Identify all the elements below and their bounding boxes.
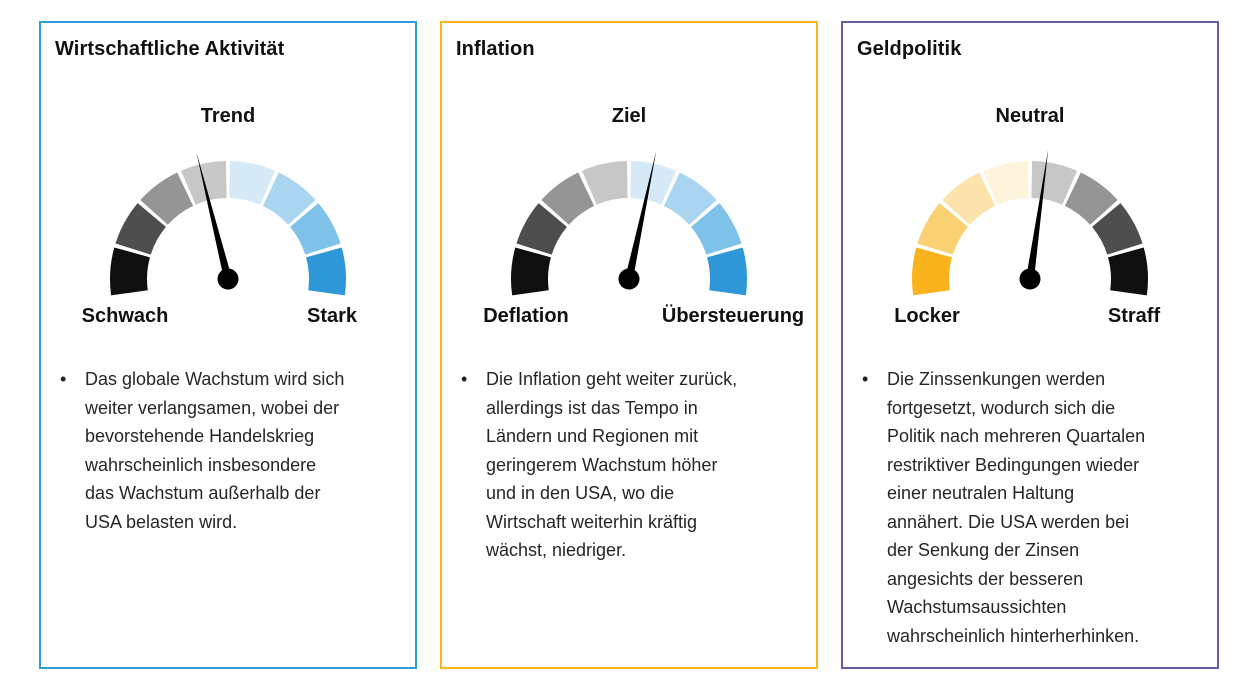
panel-notes: • Die Inflation geht weiter zurück, alle… [461,365,806,565]
gauge-chart [912,149,1148,296]
gauge-right-label: Übersteuerung [661,305,805,327]
gauge-left-label: Schwach [81,305,169,327]
gauge-panels: Wirtschaftliche Aktivität Trend Schwach … [39,21,1219,669]
panel-notes: • Das globale Wachstum wird sich weiter … [60,365,405,536]
gauge-top-label: Ziel [611,105,647,127]
gauge-left-label: Deflation [483,305,569,327]
panel-monetary-policy: Geldpolitik Neutral Locker Straff • Die … [841,21,1219,669]
panel-title: Geldpolitik [857,38,962,60]
bullet-icon: • [862,369,869,389]
bullet-text: Das globale Wachstum wird sich weiter ve… [85,369,345,532]
gauge-chart [511,150,747,296]
list-item: • Die Inflation geht weiter zurück, alle… [461,365,806,565]
gauge-right-label: Straff [1107,305,1161,327]
list-item: • Die Zinssenkungen werden fortgesetzt, … [862,365,1207,650]
list-item: • Das globale Wachstum wird sich weiter … [60,365,405,536]
bullet-icon: • [60,369,67,389]
gauge-top-label: Trend [200,105,256,127]
gauge-top-label: Neutral [995,105,1065,127]
panel-notes: • Die Zinssenkungen werden fortgesetzt, … [862,365,1207,650]
bullet-icon: • [461,369,468,389]
gauge-right-label: Stark [306,305,358,327]
panel-title: Inflation [456,38,535,60]
panel-economic-activity: Wirtschaftliche Aktivität Trend Schwach … [39,21,417,669]
gauge-chart [110,151,346,296]
gauge-left-label: Locker [894,305,960,327]
panel-inflation: Inflation Ziel Deflation Übersteuerung •… [440,21,818,669]
bullet-text: Die Inflation geht weiter zurück, allerd… [486,369,738,560]
bullet-text: Die Zinssenkungen werden fortgesetzt, wo… [887,369,1146,646]
panel-title: Wirtschaftliche Aktivität [55,38,285,60]
